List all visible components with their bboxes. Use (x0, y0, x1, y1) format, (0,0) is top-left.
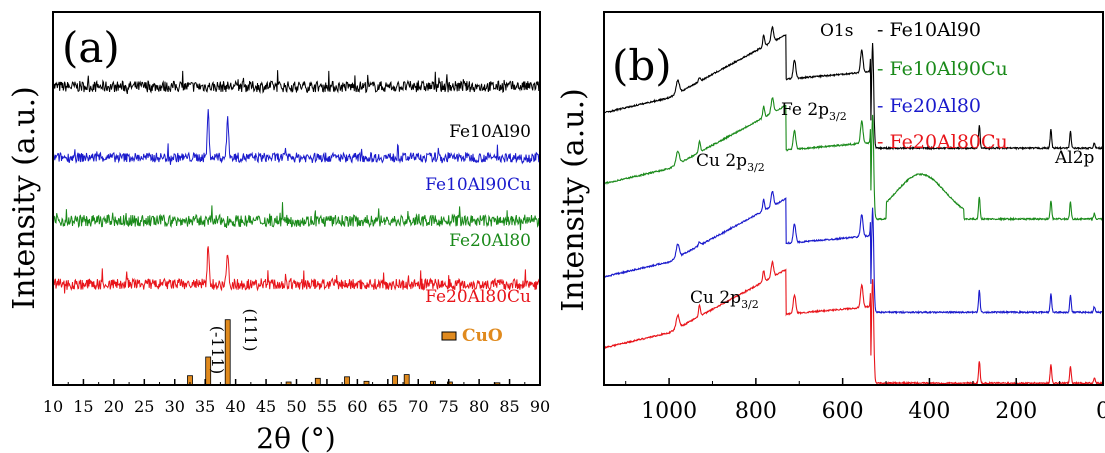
tick-label-b-5: 0 (1096, 399, 1105, 424)
legend-fe10al90: - Fe10Al90 (877, 19, 981, 41)
annotation-o1s: O1s (820, 21, 853, 41)
label-fe20al80cu: Fe20Al80Cu (425, 287, 531, 307)
annotation-al2p: Al2p (1054, 148, 1095, 168)
tick-label-a-10: 60 (347, 397, 367, 416)
panel-a-x-ticks: 10 15 20 25 30 35 40 45 50 55 60 65 70 75 80 85 90 (43, 379, 550, 416)
tick-label-a-3: 25 (134, 397, 154, 416)
panel-a-series-group (52, 70, 541, 294)
tick-label-a-7: 45 (256, 397, 276, 416)
panel-b-x-ticks: 1000 800 600 400 200 0 (625, 378, 1105, 424)
legend-fe20al80cu: - Fe20Al80Cu (877, 131, 1008, 153)
tick-label-a-12: 70 (408, 397, 428, 416)
panel-a: 10 15 20 25 30 35 40 45 50 55 60 65 70 75 80 85 90 (a) 2… (7, 11, 550, 453)
panel-b-series-group (603, 25, 1104, 386)
tick-label-a-15: 85 (499, 397, 519, 416)
tick-label-a-16: 90 (530, 397, 550, 416)
cuo-bar-8 (403, 374, 410, 386)
tick-label-a-9: 55 (317, 397, 337, 416)
cuo-bar-5 (344, 376, 350, 386)
xps-series-0 (603, 25, 1104, 151)
hkl-label-minus111: (-111) (208, 326, 227, 374)
cuo-legend-swatch (441, 331, 457, 341)
panel-a-x-axis-label: 2θ (°) (256, 422, 335, 453)
panel-a-label: (a) (62, 23, 120, 72)
label-fe20al80: Fe20Al80 (449, 231, 531, 251)
panel-b-annotations: O1s Fe 2p3/2 Cu 2p3/2 Cu 2p3/2 Al2p (690, 21, 1095, 311)
annotation-fe2p: Fe 2p3/2 (781, 100, 847, 123)
xrd-series-1 (52, 109, 541, 165)
xrd-series-2 (52, 202, 541, 231)
xps-series-2 (603, 191, 1104, 315)
tick-label-a-14: 80 (469, 397, 489, 416)
legend-fe10al90cu: - Fe10Al90Cu (877, 58, 1008, 80)
tick-label-b-4: 200 (995, 399, 1037, 424)
label-fe10al90: Fe10Al90 (449, 122, 531, 142)
cuo-legend-label: CuO (462, 326, 503, 346)
tick-label-a-0: 10 (43, 397, 63, 416)
legend-fe20al80: - Fe20Al80 (877, 95, 981, 117)
tick-label-b-2: 600 (822, 399, 864, 424)
panel-a-y-axis-label: Intensity (a.u.) (7, 86, 42, 310)
tick-label-a-11: 65 (378, 397, 398, 416)
cuo-bar-4 (314, 377, 321, 386)
annotation-cu2p-lower: Cu 2p3/2 (690, 288, 759, 311)
panel-b: 1000 800 600 400 200 0 (b) Intensity (a.u.) -… (556, 11, 1105, 424)
tick-label-b-1: 800 (735, 399, 777, 424)
tick-label-a-1: 15 (73, 397, 93, 416)
tick-label-a-4: 30 (165, 397, 185, 416)
panel-a-reference-bars (187, 319, 501, 386)
panel-b-y-axis-label: Intensity (a.u.) (556, 88, 591, 312)
xps-series-1 (603, 97, 1104, 222)
tick-label-b-0: 1000 (641, 399, 697, 424)
panel-b-frame (603, 11, 1104, 386)
tick-label-a-8: 50 (286, 397, 306, 416)
label-fe10al90cu: Fe10Al90Cu (425, 175, 531, 195)
panel-a-cuo-legend: CuO (441, 326, 503, 346)
tick-label-b-3: 400 (908, 399, 950, 424)
panel-b-label: (b) (612, 41, 672, 90)
annotation-cu2p-upper: Cu 2p3/2 (696, 151, 765, 174)
tick-label-a-13: 75 (439, 397, 459, 416)
panel-a-series-labels: Fe10Al90 Fe10Al90Cu Fe20Al80 Fe20Al80Cu (425, 122, 531, 307)
tick-label-a-2: 20 (104, 397, 124, 416)
tick-label-a-5: 35 (195, 397, 215, 416)
xrd-series-0 (52, 70, 541, 95)
cuo-bar-7 (392, 375, 399, 386)
xrd-series-3 (52, 246, 541, 294)
xps-series-3 (603, 260, 1104, 386)
panel-b-legend: - Fe10Al90 - Fe10Al90Cu - Fe20Al80 - Fe2… (877, 19, 1008, 153)
tick-label-a-6: 40 (225, 397, 245, 416)
hkl-label-111: (111) (241, 308, 260, 351)
